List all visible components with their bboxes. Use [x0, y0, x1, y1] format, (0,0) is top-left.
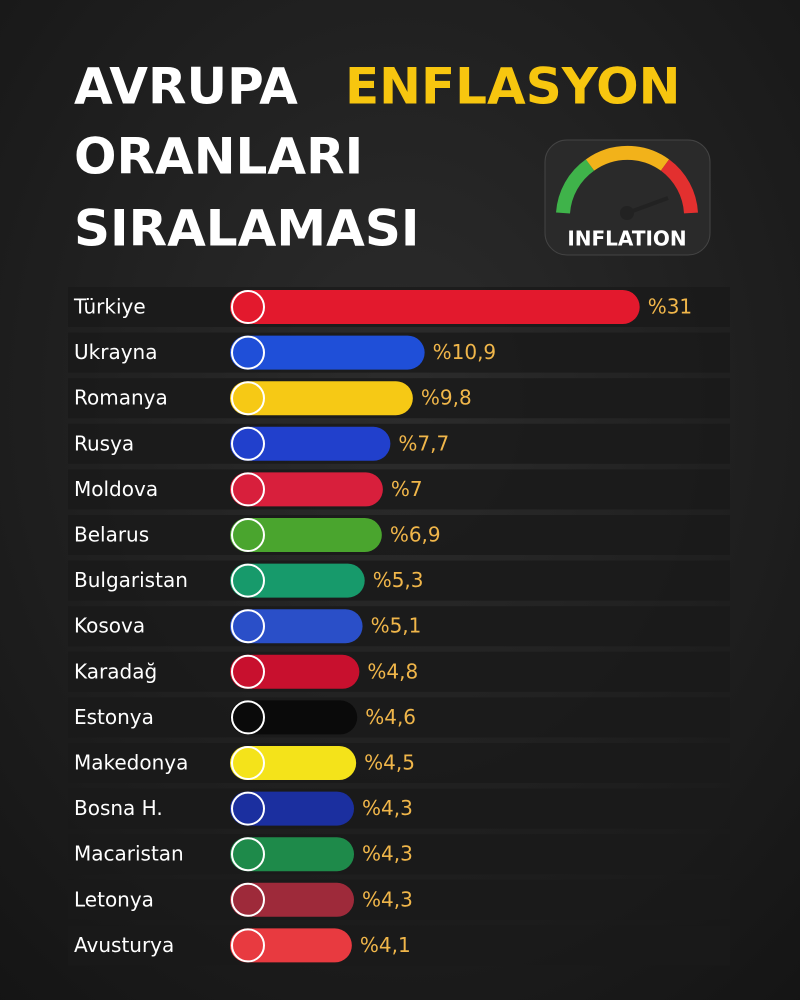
category-label: Rusya — [74, 431, 134, 455]
flag — [231, 746, 265, 780]
flag — [231, 290, 265, 324]
category-label: Ukrayna — [74, 340, 157, 364]
value-label: %5,3 — [373, 568, 424, 592]
title-word: ENFLASYON — [345, 58, 681, 116]
value-label: %6,9 — [390, 523, 441, 547]
gauge-arc — [556, 159, 595, 214]
gauge-needle — [626, 196, 669, 215]
gauge: INFLATION — [544, 139, 711, 256]
category-label: Belarus — [74, 523, 149, 547]
row-background — [68, 925, 730, 966]
row-background — [68, 423, 730, 464]
row-background — [68, 560, 730, 601]
row-background — [68, 743, 730, 783]
bars: Türkiye %31 Ukrayna %10,9 Romanya %9,8 Rusya %7… — [68, 287, 730, 966]
category-label: Bulgaristan — [74, 568, 188, 592]
row-background — [68, 515, 730, 555]
category-label: Makedonya — [74, 751, 188, 775]
flag — [231, 791, 265, 826]
category-label: Karadağ — [74, 659, 157, 683]
category-label: Macaristan — [74, 842, 184, 866]
flag — [231, 882, 265, 917]
category-label: Letonya — [74, 887, 154, 911]
flag — [231, 335, 265, 370]
value-label: %4,1 — [360, 933, 411, 957]
title-word: AVRUPA — [74, 58, 298, 116]
category-label: Moldova — [74, 477, 158, 501]
flag — [231, 609, 265, 644]
value-label: %5,1 — [371, 614, 422, 638]
title-word: ORANLARI — [74, 128, 363, 186]
category-label: Kosova — [74, 614, 145, 638]
value-label: %7 — [391, 477, 423, 501]
bar — [230, 426, 391, 461]
flag — [231, 700, 265, 735]
bar — [230, 563, 365, 598]
flag — [231, 472, 265, 507]
gauge-arc — [585, 145, 670, 171]
bar — [230, 609, 363, 644]
value-label: %4,3 — [362, 887, 413, 911]
title-word: SIRALAMASI — [74, 200, 419, 258]
flag — [231, 381, 265, 416]
value-label: %4,5 — [364, 751, 415, 775]
row-background — [68, 788, 730, 829]
category-label: Bosna H. — [74, 796, 163, 820]
flag — [231, 426, 265, 461]
value-label: %4,3 — [362, 842, 413, 866]
badge: INFLATION — [567, 227, 686, 251]
category-label: Avusturya — [74, 933, 174, 957]
value-label: %4,6 — [365, 705, 416, 729]
value-label: %31 — [648, 295, 692, 319]
category-label: Romanya — [74, 386, 168, 410]
row-background — [68, 834, 730, 875]
row-background — [68, 697, 730, 738]
flag — [231, 837, 265, 872]
gauge-hub — [620, 206, 634, 220]
value-label: %4,8 — [367, 659, 418, 683]
flag — [231, 563, 265, 598]
row-background — [68, 469, 730, 510]
bar — [230, 335, 425, 370]
category-label: Estonya — [74, 705, 154, 729]
flag — [231, 518, 265, 552]
value-label: %4,3 — [362, 796, 413, 820]
bar — [230, 381, 413, 416]
row-background — [68, 879, 730, 920]
title: AVRUPA ENFLASYON ORANLARI SIRALAMASI — [74, 58, 681, 258]
row-background — [68, 606, 730, 647]
flag — [231, 654, 265, 689]
row-background — [68, 651, 730, 692]
category-label: Türkiye — [73, 295, 146, 319]
value-label: %9,8 — [421, 386, 472, 410]
flag — [231, 928, 265, 963]
gauge-arc — [660, 159, 698, 214]
bar — [230, 518, 382, 552]
value-label: %10,9 — [433, 340, 497, 364]
bar — [230, 290, 640, 324]
value-label: %7,7 — [398, 431, 449, 455]
bar — [230, 472, 383, 507]
